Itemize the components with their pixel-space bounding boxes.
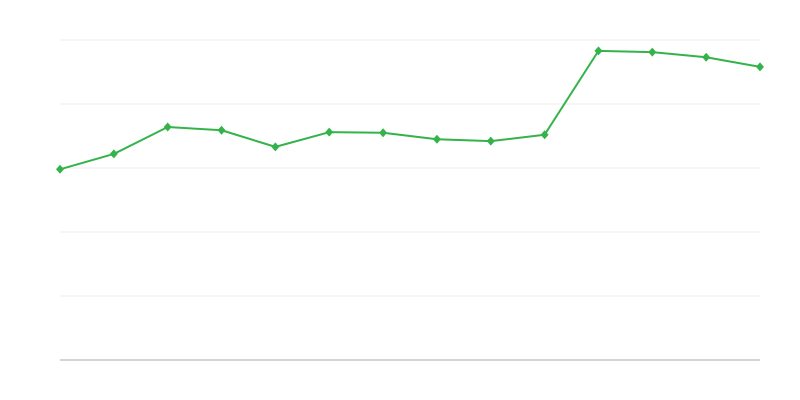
- data-point-marker: [486, 136, 495, 146]
- data-point-marker: [432, 134, 441, 144]
- data-point-marker: [217, 125, 226, 135]
- data-point-marker: [648, 47, 657, 57]
- data-point-marker: [325, 127, 334, 137]
- data-point-marker: [109, 149, 118, 159]
- data-point-marker: [56, 164, 64, 174]
- series-line: [59, 49, 761, 171]
- series-group: [56, 46, 764, 174]
- data-point-marker: [594, 46, 603, 56]
- data-point-marker: [271, 142, 280, 152]
- gridlines: [60, 39, 760, 297]
- data-point-marker: [756, 62, 764, 72]
- data-point-marker: [540, 130, 549, 140]
- data-point-marker: [379, 128, 388, 138]
- data-point-marker: [163, 122, 172, 132]
- data-point-marker: [702, 52, 711, 62]
